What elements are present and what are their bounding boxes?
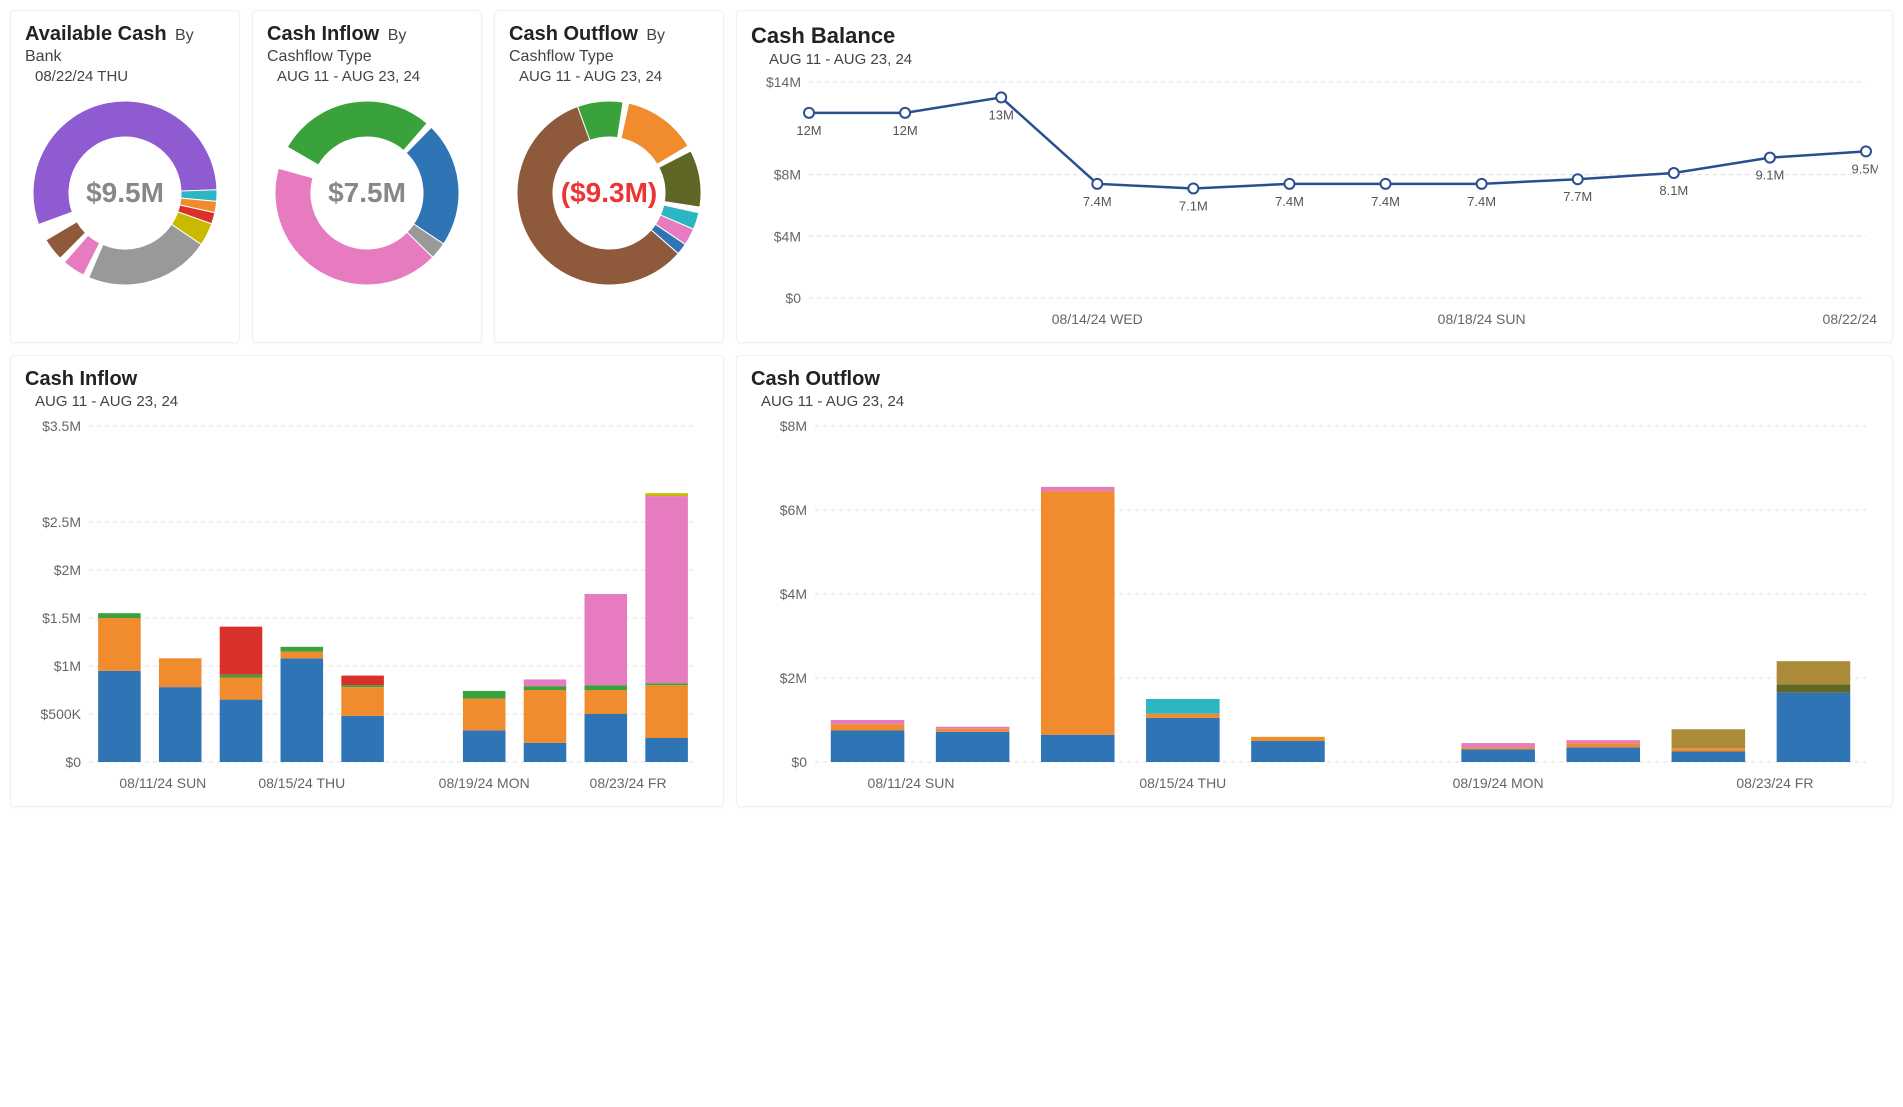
- cash-inflow-bar-chart: $0 $500K $1M $1.5M $2M $2.5M $3.5M 08/11/24 SUN…: [25, 416, 709, 796]
- cash-outflow-donut-range: AUG 11 - AUG 23, 24: [519, 68, 709, 85]
- cash-balance-title: Cash Balance: [751, 23, 895, 48]
- svg-text:08/19/24 MON: 08/19/24 MON: [439, 775, 530, 791]
- svg-text:$4M: $4M: [780, 586, 807, 602]
- svg-text:12M: 12M: [796, 123, 821, 138]
- cash-outflow-donut-title: Cash Outflow: [509, 23, 638, 45]
- svg-text:08/23/24 FR: 08/23/24 FR: [1736, 775, 1813, 791]
- svg-text:$8M: $8M: [774, 167, 801, 183]
- cash-inflow-donut-center: $7.5M: [267, 93, 467, 293]
- cash-inflow-bars-title: Cash Inflow: [25, 368, 137, 390]
- cash-outflow-bars-title: Cash Outflow: [751, 368, 880, 390]
- svg-text:$14M: $14M: [766, 74, 801, 90]
- svg-text:13M: 13M: [989, 107, 1014, 122]
- cash-inflow-donut-title: Cash Inflow: [267, 23, 379, 45]
- svg-text:7.4M: 7.4M: [1467, 194, 1496, 209]
- cash-balance-chart: $0 $4M $8M $14M 12M 12M 13M 7.4M 7.1M 7.4M 7.4M 7.4…: [751, 72, 1878, 332]
- svg-text:12M: 12M: [892, 123, 917, 138]
- svg-text:9.5M: 9.5M: [1852, 161, 1878, 176]
- available-cash-donut: $9.5M: [25, 93, 225, 293]
- svg-text:08/11/24 SUN: 08/11/24 SUN: [868, 775, 955, 791]
- svg-text:$3.5M: $3.5M: [42, 418, 81, 434]
- svg-text:$2M: $2M: [780, 670, 807, 686]
- available-cash-by: By: [175, 27, 194, 44]
- card-cash-inflow-bars: Cash Inflow AUG 11 - AUG 23, 24 $0$500K$…: [10, 355, 724, 807]
- cash-outflow-donut-subtitle: Cashflow Type: [509, 48, 709, 66]
- dashboard: Available Cash By Bank 08/22/24 THU $9.5…: [10, 10, 1893, 807]
- svg-text:7.4M: 7.4M: [1275, 194, 1304, 209]
- card-cash-inflow-donut: Cash Inflow By Cashflow Type AUG 11 - AU…: [252, 10, 482, 343]
- svg-text:$0: $0: [65, 754, 81, 770]
- svg-text:08/23/24 FR: 08/23/24 FR: [590, 775, 667, 791]
- cash-balance-range: AUG 11 - AUG 23, 24: [769, 51, 1878, 68]
- svg-text:7.7M: 7.7M: [1563, 189, 1592, 204]
- svg-text:$1.5M: $1.5M: [42, 610, 81, 626]
- svg-text:9.1M: 9.1M: [1755, 168, 1784, 183]
- available-cash-subtitle: Bank: [25, 48, 225, 66]
- svg-text:$4M: $4M: [774, 228, 801, 244]
- cash-outflow-bars-range: AUG 11 - AUG 23, 24: [761, 393, 1878, 410]
- card-cash-outflow-donut: Cash Outflow By Cashflow Type AUG 11 - A…: [494, 10, 724, 343]
- svg-text:08/22/24 THU: 08/22/24 THU: [1823, 311, 1878, 327]
- available-cash-title: Available Cash: [25, 23, 167, 45]
- svg-text:$0: $0: [785, 290, 801, 306]
- svg-text:7.4M: 7.4M: [1083, 194, 1112, 209]
- svg-text:$6M: $6M: [780, 502, 807, 518]
- available-cash-center: $9.5M: [25, 93, 225, 293]
- cash-inflow-bars-range: AUG 11 - AUG 23, 24: [35, 393, 709, 410]
- card-cash-outflow-bars: Cash Outflow AUG 11 - AUG 23, 24 $0 $2M $4…: [736, 355, 1893, 807]
- svg-text:$500K: $500K: [41, 706, 82, 722]
- svg-text:$2.5M: $2.5M: [42, 514, 81, 530]
- cash-inflow-donut-subtitle: Cashflow Type: [267, 48, 467, 66]
- svg-text:$1M: $1M: [54, 658, 81, 674]
- svg-text:$2M: $2M: [54, 562, 81, 578]
- svg-text:7.1M: 7.1M: [1179, 198, 1208, 213]
- cash-inflow-donut-chart: $7.5M: [267, 93, 467, 293]
- svg-text:08/15/24 THU: 08/15/24 THU: [1139, 775, 1226, 791]
- cash-outflow-donut-by: By: [646, 27, 665, 44]
- svg-text:08/14/24 WED: 08/14/24 WED: [1052, 311, 1143, 327]
- svg-text:08/18/24 SUN: 08/18/24 SUN: [1438, 311, 1526, 327]
- svg-text:08/11/24 SUN: 08/11/24 SUN: [119, 775, 206, 791]
- svg-text:08/19/24 MON: 08/19/24 MON: [1453, 775, 1544, 791]
- svg-text:8.1M: 8.1M: [1659, 183, 1688, 198]
- cash-outflow-bar-chart: $0 $2M $4M $6M $8M 08/11/24 SUN 08/15/24 THU 08…: [751, 416, 1878, 796]
- svg-text:7.4M: 7.4M: [1371, 194, 1400, 209]
- svg-text:08/15/24 THU: 08/15/24 THU: [258, 775, 345, 791]
- cash-outflow-donut-chart: ($9.3M): [509, 93, 709, 293]
- svg-text:$8M: $8M: [780, 418, 807, 434]
- available-cash-range: 08/22/24 THU: [35, 68, 225, 85]
- card-available-cash: Available Cash By Bank 08/22/24 THU $9.5…: [10, 10, 240, 343]
- cash-inflow-donut-range: AUG 11 - AUG 23, 24: [277, 68, 467, 85]
- cash-inflow-donut-by: By: [388, 27, 407, 44]
- cash-outflow-donut-center: ($9.3M): [509, 93, 709, 293]
- svg-text:$0: $0: [791, 754, 807, 770]
- card-cash-balance: Cash Balance AUG 11 - AUG 23, 24 $0 $4M $8…: [736, 10, 1893, 343]
